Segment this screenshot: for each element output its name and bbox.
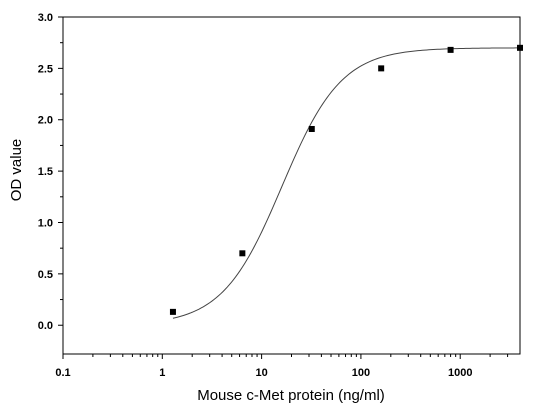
x-axis-ticks: 0.1 1 10 100 1000 [55, 354, 509, 379]
y-tick-label: 0.0 [38, 320, 53, 332]
y-axis-ticks: 0.0 0.5 1.0 1.5 2.0 2.5 3.0 [38, 12, 63, 332]
data-point [378, 65, 385, 72]
x-tick-label: 0.1 [55, 367, 70, 379]
y-axis-label: OD value [8, 139, 25, 202]
x-tick-label: 100 [352, 367, 370, 379]
y-tick-label: 0.5 [38, 269, 53, 281]
y-tick-label: 2.0 [38, 115, 53, 127]
x-tick-label: 10 [255, 367, 267, 379]
y-tick-label: 1.0 [38, 217, 53, 229]
y-tick-label: 2.5 [38, 63, 53, 75]
plot-frame [62, 16, 521, 355]
fit-curve [172, 47, 520, 319]
data-point [447, 46, 454, 53]
data-point [169, 308, 176, 315]
y-tick-label: 3.0 [38, 12, 53, 24]
data-points [169, 44, 523, 315]
data-point [308, 125, 315, 132]
x-axis-label: Mouse c-Met protein (ng/ml) [197, 387, 385, 404]
data-point [239, 250, 246, 257]
x-tick-label: 1000 [448, 367, 472, 379]
data-point [517, 44, 523, 51]
x-tick-label: 1 [159, 367, 165, 379]
y-tick-label: 1.5 [38, 166, 53, 178]
